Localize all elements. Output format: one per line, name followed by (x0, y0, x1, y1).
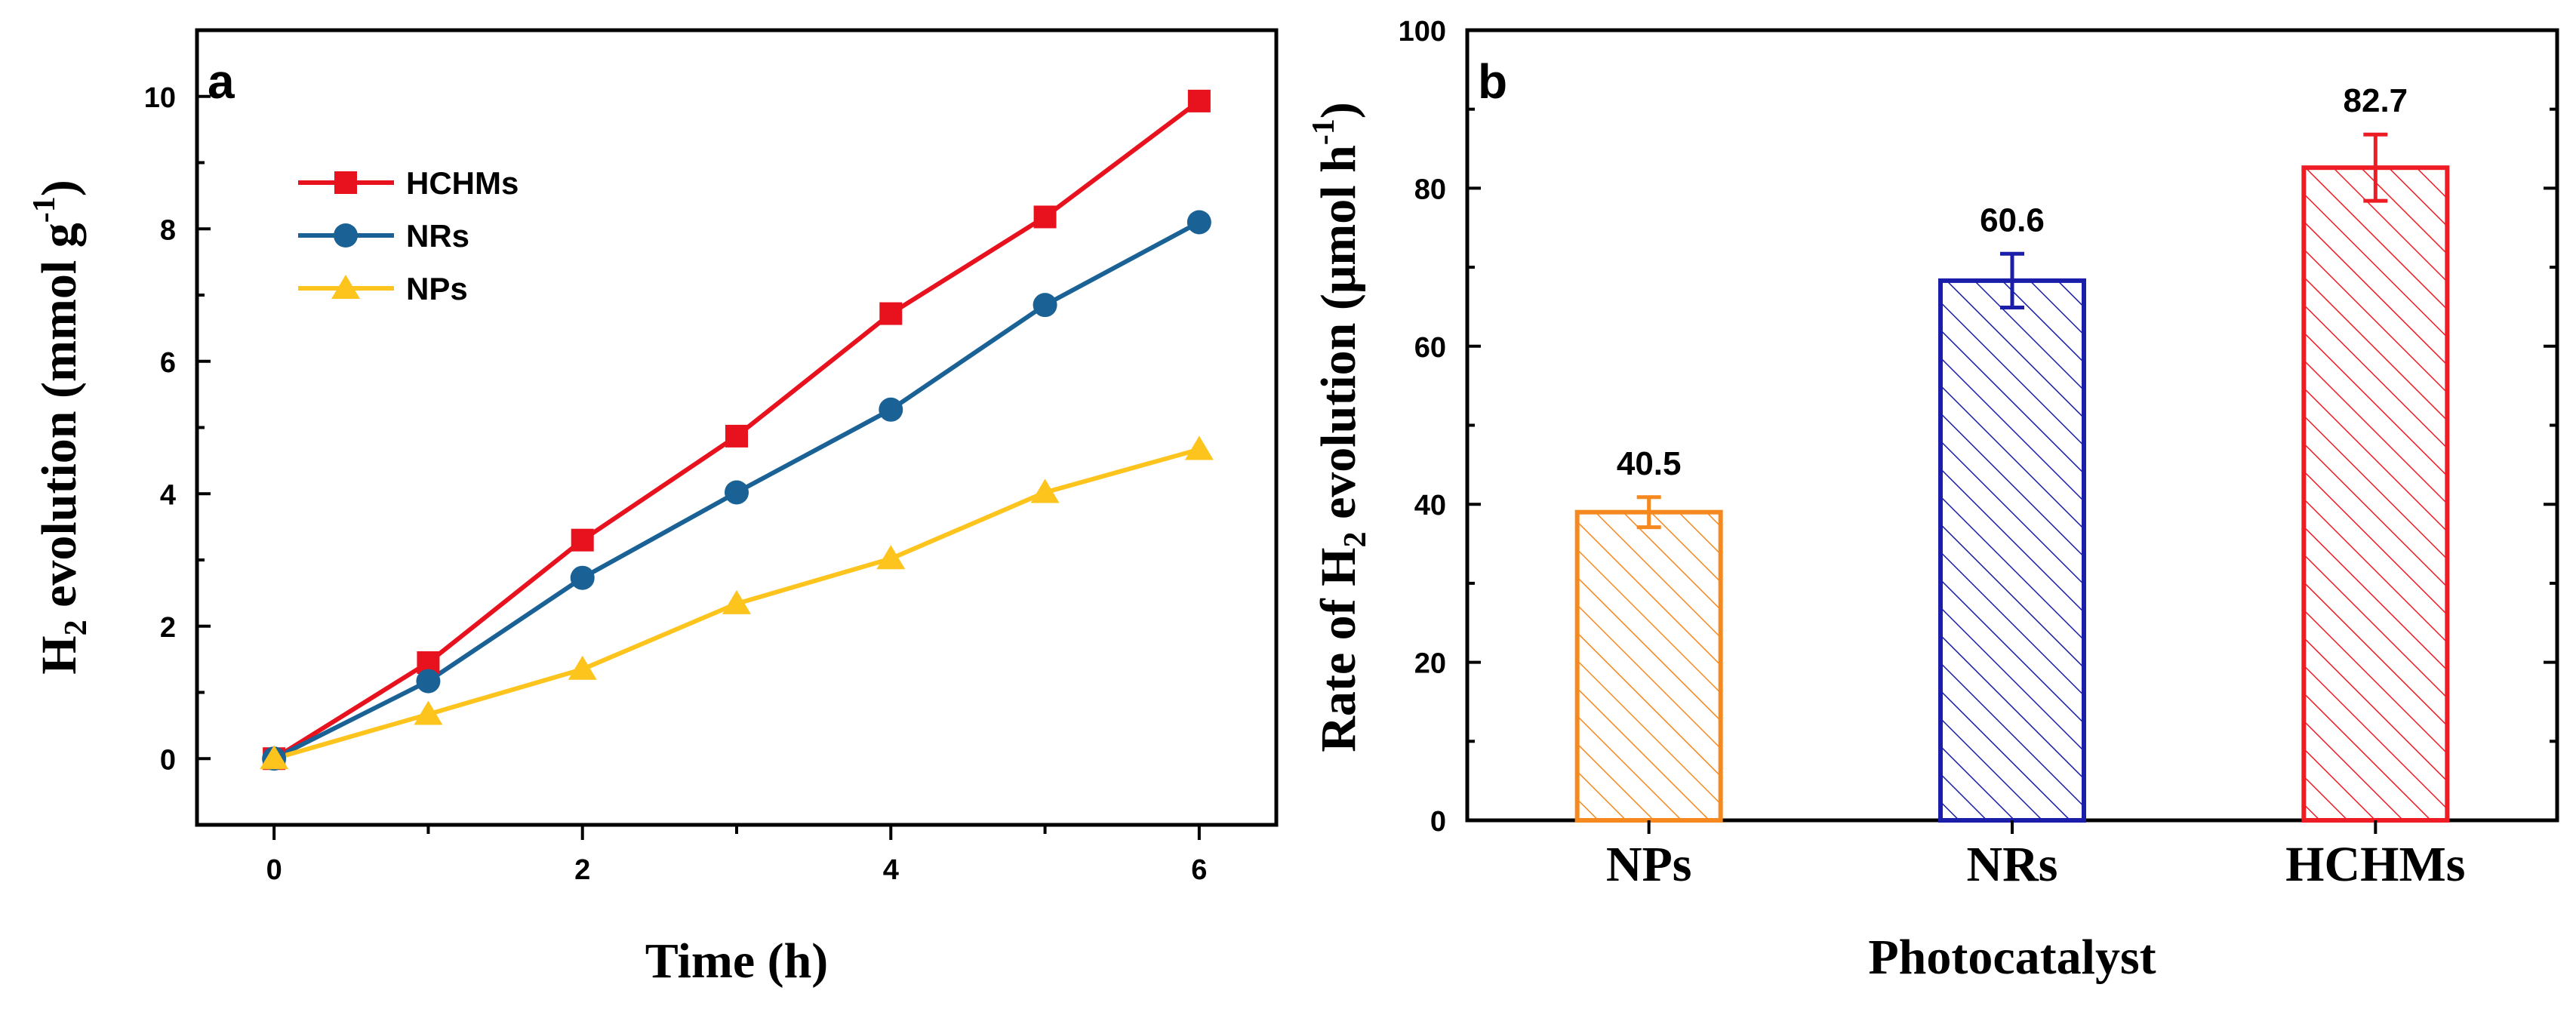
y-tick-label-a: 2 (160, 612, 176, 644)
data-point-nps (722, 589, 751, 614)
y-tick-label-b: 20 (1414, 648, 1446, 680)
data-point-nps (876, 545, 906, 570)
data-point-nps (260, 745, 289, 770)
y-tick-label-a: 4 (160, 479, 176, 511)
category-label-nrs: NRs (1966, 837, 2057, 892)
legend-label-nps: NPs (406, 271, 468, 306)
data-point-hchms (725, 424, 748, 448)
data-point-hchms (571, 528, 594, 552)
y-tick-label-b: 80 (1414, 174, 1446, 205)
data-point-nps (1184, 435, 1214, 460)
x-axis-title-b: Photocatalyst (1868, 930, 2156, 985)
y-tick-label-b: 0 (1430, 806, 1446, 838)
data-point-hchms (1033, 205, 1057, 229)
x-tick-label-a: 2 (574, 854, 590, 886)
data-label-nrs: 60.6 (1980, 201, 2045, 238)
data-point-nrs (570, 565, 595, 590)
y-axis-title-a: H2 evolution (mmol g-1) (27, 180, 94, 674)
bar-fill-hchms (2304, 168, 2448, 821)
y-axis-title-b: Rate of H2 evolution (μmol h-1) (1306, 102, 1373, 752)
legend-label-nrs: NRs (406, 218, 469, 254)
x-tick-label-a: 6 (1191, 854, 1207, 886)
data-point-nps (568, 655, 597, 680)
y-tick-label-a: 8 (160, 214, 176, 246)
data-point-nrs (1186, 210, 1211, 235)
legend-a: HCHMs NRs NPs (298, 165, 519, 306)
data-point-nrs (416, 669, 441, 694)
panel-label-a: a (208, 54, 235, 109)
bar-fill-nps (1577, 512, 1721, 820)
data-point-hchms (879, 302, 903, 325)
data-point-hchms (1187, 89, 1211, 112)
y-tick-label-b: 40 (1414, 490, 1446, 521)
data-point-nrs (1033, 293, 1057, 318)
y-tick-label-b: 100 (1399, 16, 1446, 48)
data-point-nps (1030, 478, 1060, 503)
legend-marker-nps (331, 275, 360, 299)
data-point-nrs (725, 480, 749, 505)
data-point-nrs (879, 397, 903, 422)
line-chart-panel-a: 0 2 4 6 8 10 0 2 4 6 a HCHMs NRs NPs Time (h) H2 ev… (27, 28, 1279, 989)
bar-fill-nrs (1940, 280, 2084, 820)
legend-marker-nrs (334, 223, 358, 248)
y-tick-label-a: 10 (144, 82, 176, 114)
category-label-hchms: HCHMs (2285, 837, 2465, 892)
bar-chart-panel-b: 0 20 40 60 80 100 40.5 NPs 60.6 NRs 82.7 HCHMs b P… (1306, 16, 2559, 985)
legend-label-hchms: HCHMs (406, 165, 519, 201)
y-tick-label-a: 0 (160, 744, 176, 776)
x-axis-title-a: Time (h) (645, 934, 829, 989)
x-tick-label-a: 4 (883, 854, 899, 886)
legend-marker-hchms (334, 171, 357, 194)
x-tick-label-a: 0 (266, 854, 282, 886)
data-label-nps: 40.5 (1617, 445, 1682, 482)
y-tick-label-a: 6 (160, 347, 176, 379)
data-label-hchms: 82.7 (2344, 82, 2408, 119)
data-point-nps (414, 700, 443, 725)
category-label-nps: NPs (1606, 837, 1692, 892)
y-tick-label-b: 60 (1414, 332, 1446, 364)
panel-label-b: b (1478, 54, 1507, 109)
